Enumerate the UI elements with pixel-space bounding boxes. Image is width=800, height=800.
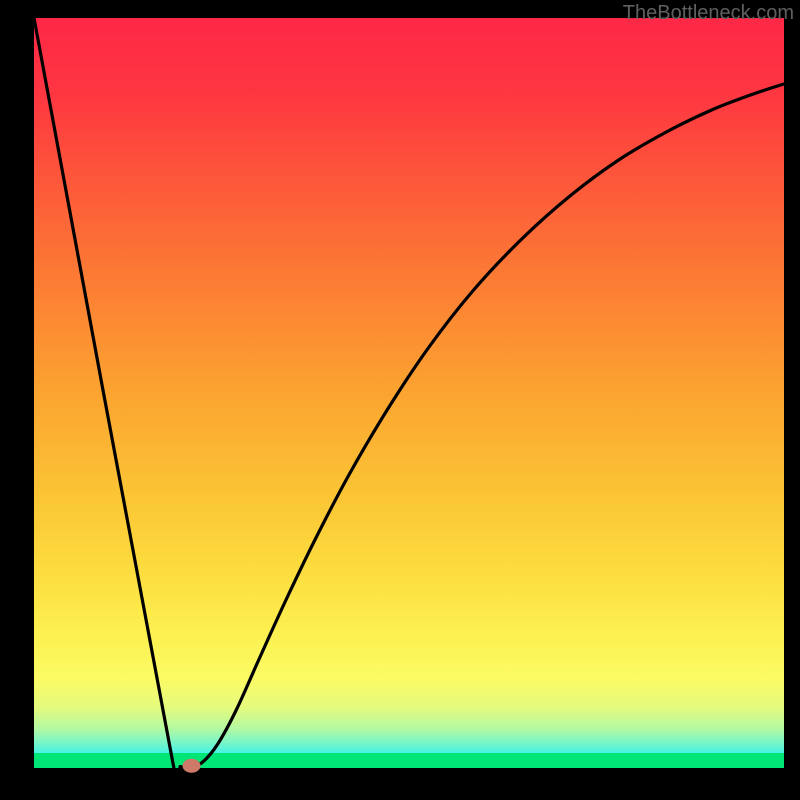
chart-svg xyxy=(0,0,800,800)
optimum-marker xyxy=(183,759,201,773)
chart-root: TheBottleneck.com xyxy=(0,0,800,800)
green-band xyxy=(34,753,784,768)
attribution-text: TheBottleneck.com xyxy=(623,2,794,25)
